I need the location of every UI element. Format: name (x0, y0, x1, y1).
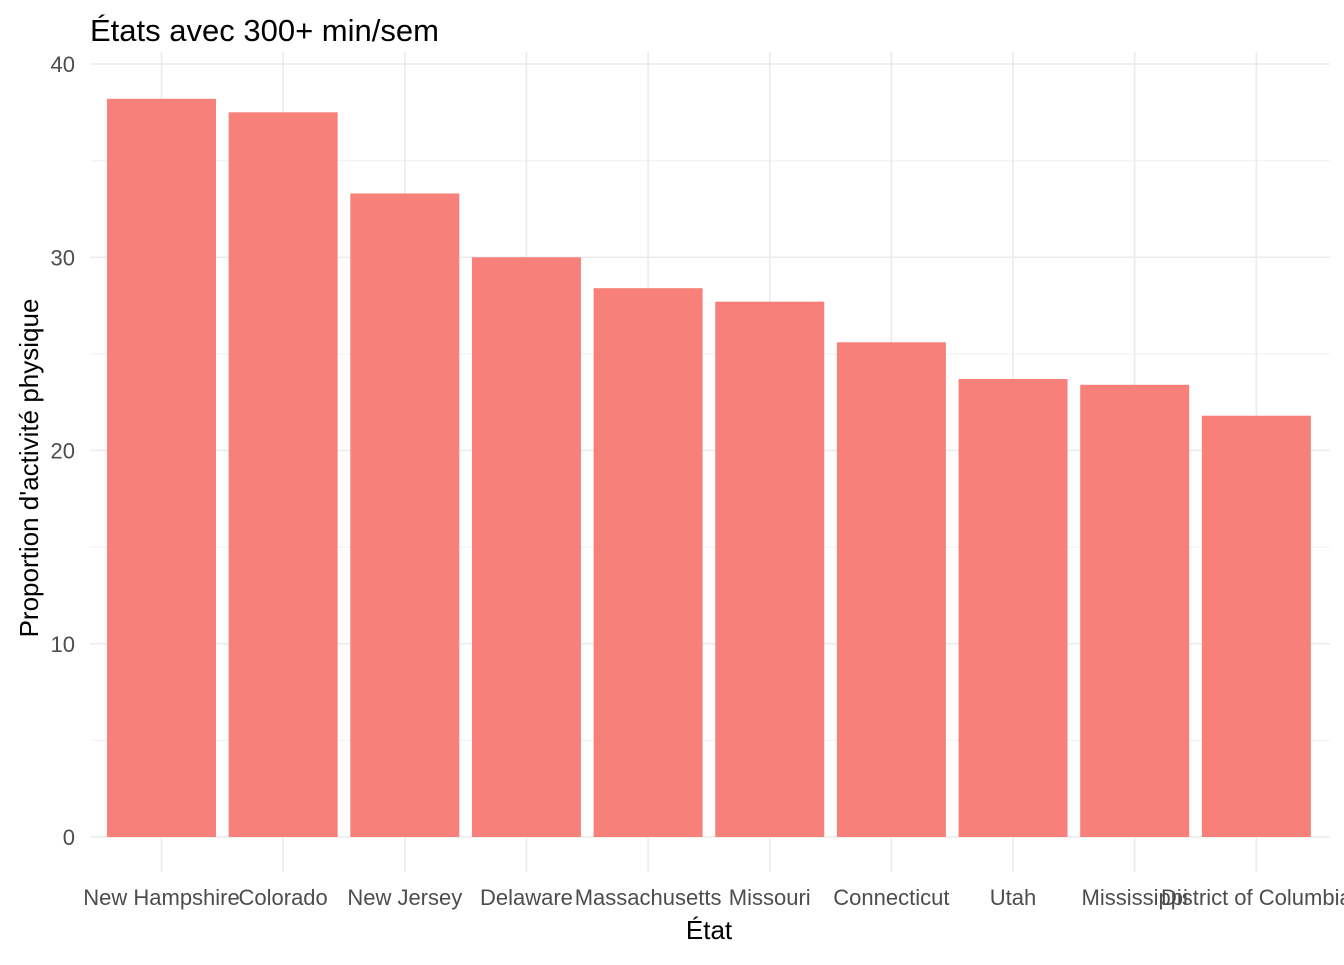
y-tick-label: 20 (51, 439, 75, 464)
y-axis-title: Proportion d'activité physique (14, 299, 44, 638)
x-tick-label: Missouri (729, 885, 811, 910)
bar (593, 288, 703, 837)
x-tick-label: Massachusetts (575, 885, 722, 910)
y-tick-label: 0 (63, 825, 75, 850)
x-tick-label: New Hampshire (83, 885, 240, 910)
x-tick-label: Colorado (239, 885, 328, 910)
x-tick-label: Utah (990, 885, 1036, 910)
bar (350, 193, 460, 838)
bar (836, 342, 946, 837)
x-tick-label: New Jersey (347, 885, 462, 910)
x-tick-label: Connecticut (833, 885, 949, 910)
y-tick-label: 10 (51, 632, 75, 657)
bar (471, 257, 581, 837)
x-tick-label: District of Columbia (1161, 885, 1344, 910)
bar (715, 301, 825, 837)
bar (1201, 415, 1311, 837)
x-axis-title: État (686, 915, 733, 945)
y-tick-label: 40 (51, 52, 75, 77)
bar (1080, 384, 1190, 837)
x-tick-label: Mississippi (1082, 885, 1188, 910)
bar (958, 378, 1068, 837)
bar (228, 112, 338, 837)
x-tick-label: Delaware (480, 885, 573, 910)
y-tick-label: 30 (51, 245, 75, 270)
chart-title: États avec 300+ min/sem (90, 13, 439, 48)
bar (107, 98, 216, 837)
bars (107, 98, 1311, 838)
